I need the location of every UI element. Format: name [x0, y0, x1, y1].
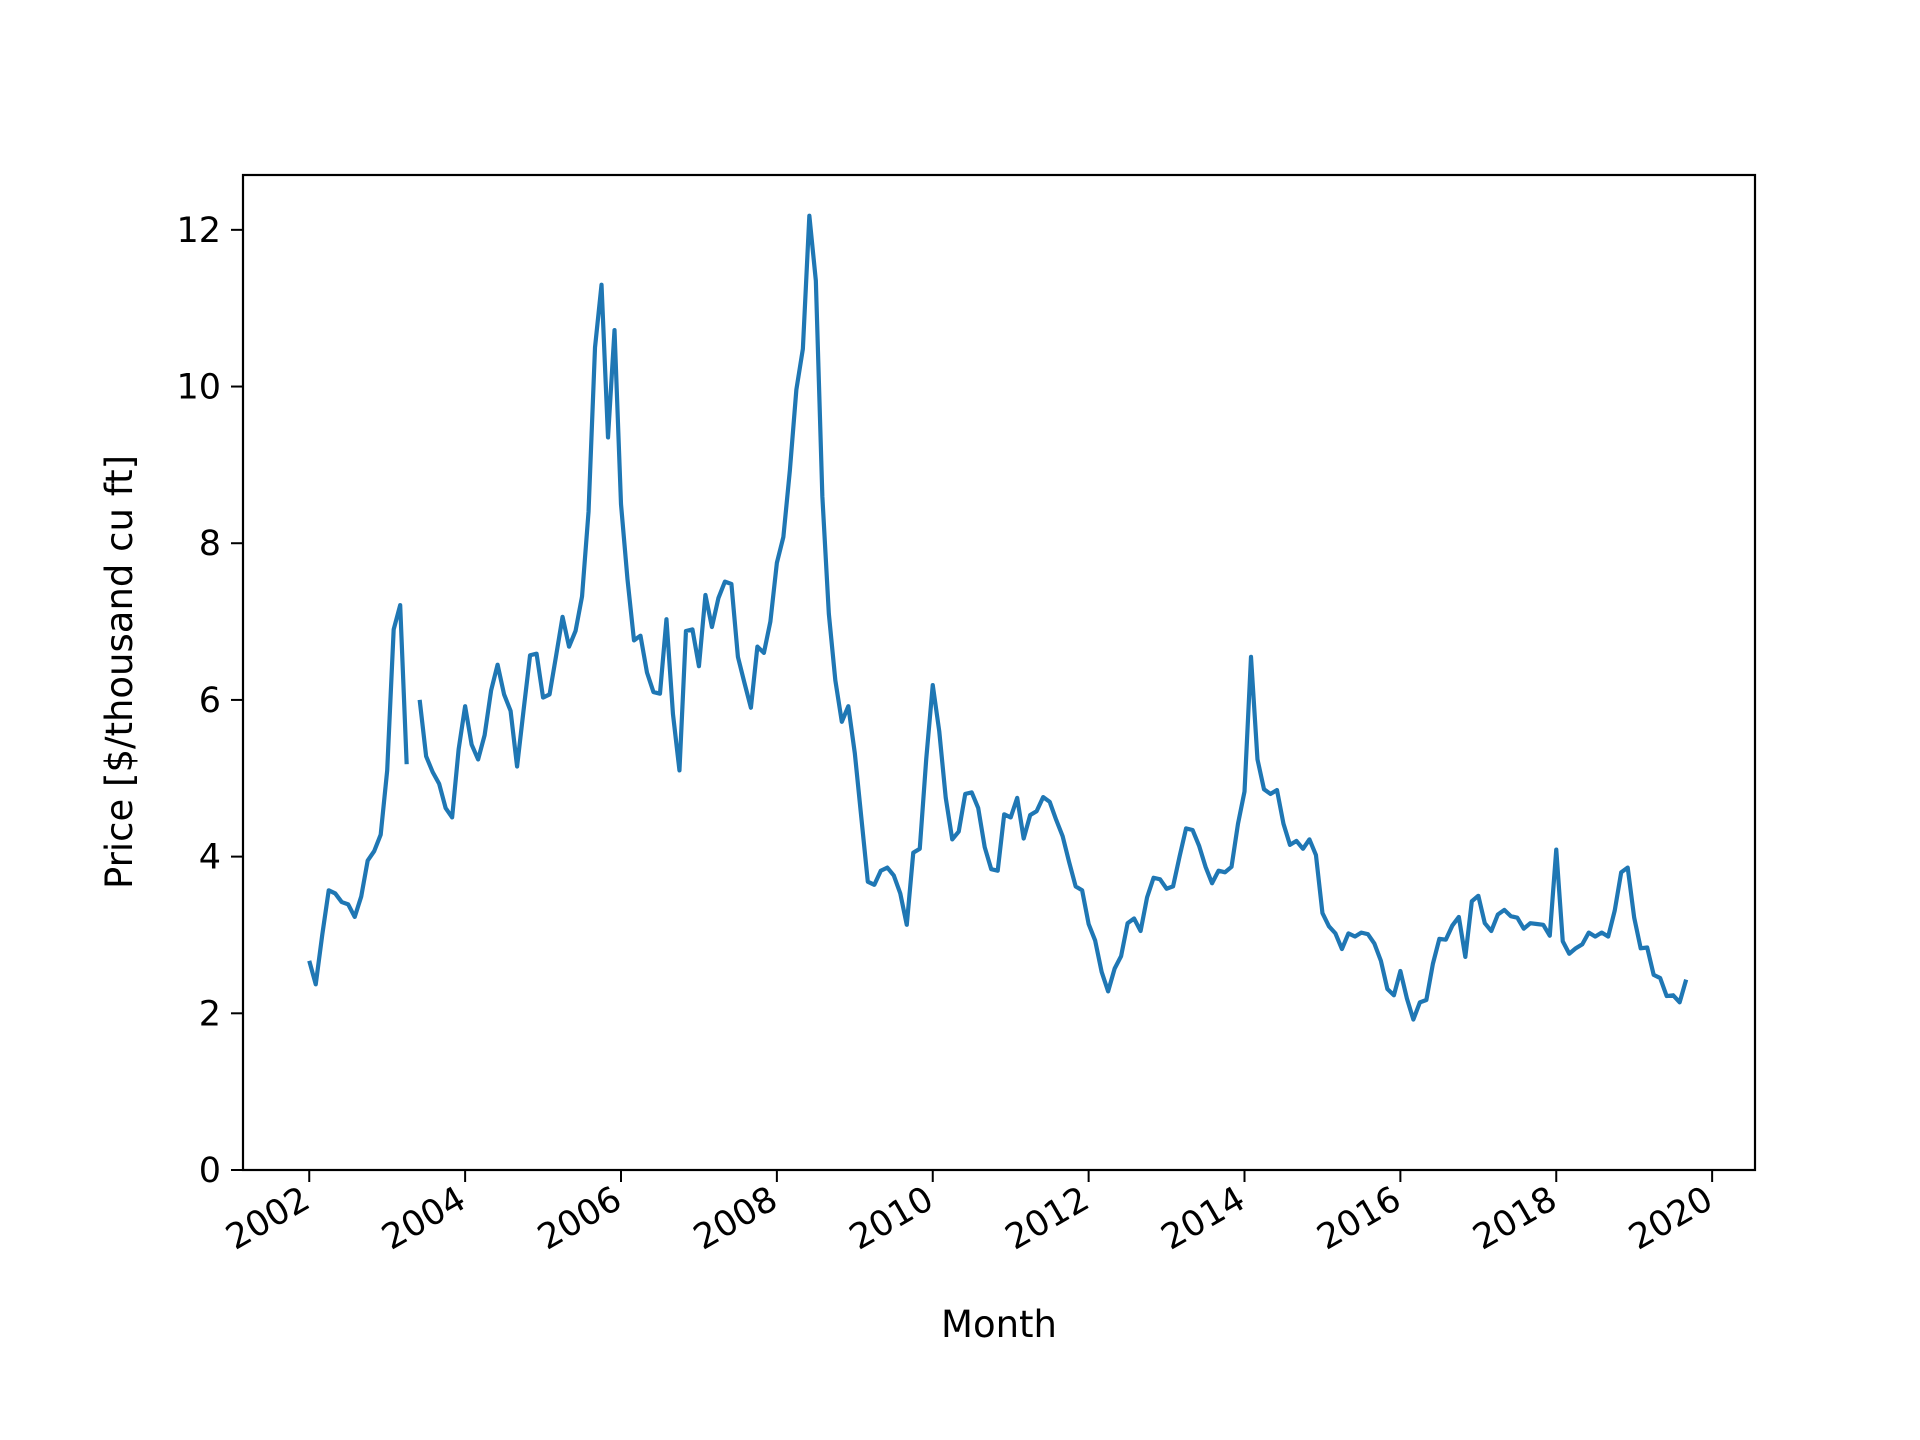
y-tick-label: 2: [199, 994, 221, 1034]
series-layer: [307, 213, 1689, 1022]
y-tick-label: 10: [176, 368, 221, 408]
y-axis: 0 2 4 6 8 10 12: [176, 211, 243, 1191]
series-line-segment: [417, 213, 1689, 1022]
y-tick-label: 6: [199, 681, 221, 721]
y-tick-label: 8: [199, 524, 221, 564]
y-tick-label: 4: [199, 838, 221, 878]
y-axis-label: Price [$/thousand cu ft]: [98, 455, 141, 889]
x-axis-label: Month: [941, 1303, 1057, 1346]
plot-frame: [241, 173, 1757, 1172]
series-line-segment: [307, 603, 409, 987]
y-tick-label: 0: [199, 1151, 221, 1191]
y-tick-label: 12: [176, 211, 221, 251]
